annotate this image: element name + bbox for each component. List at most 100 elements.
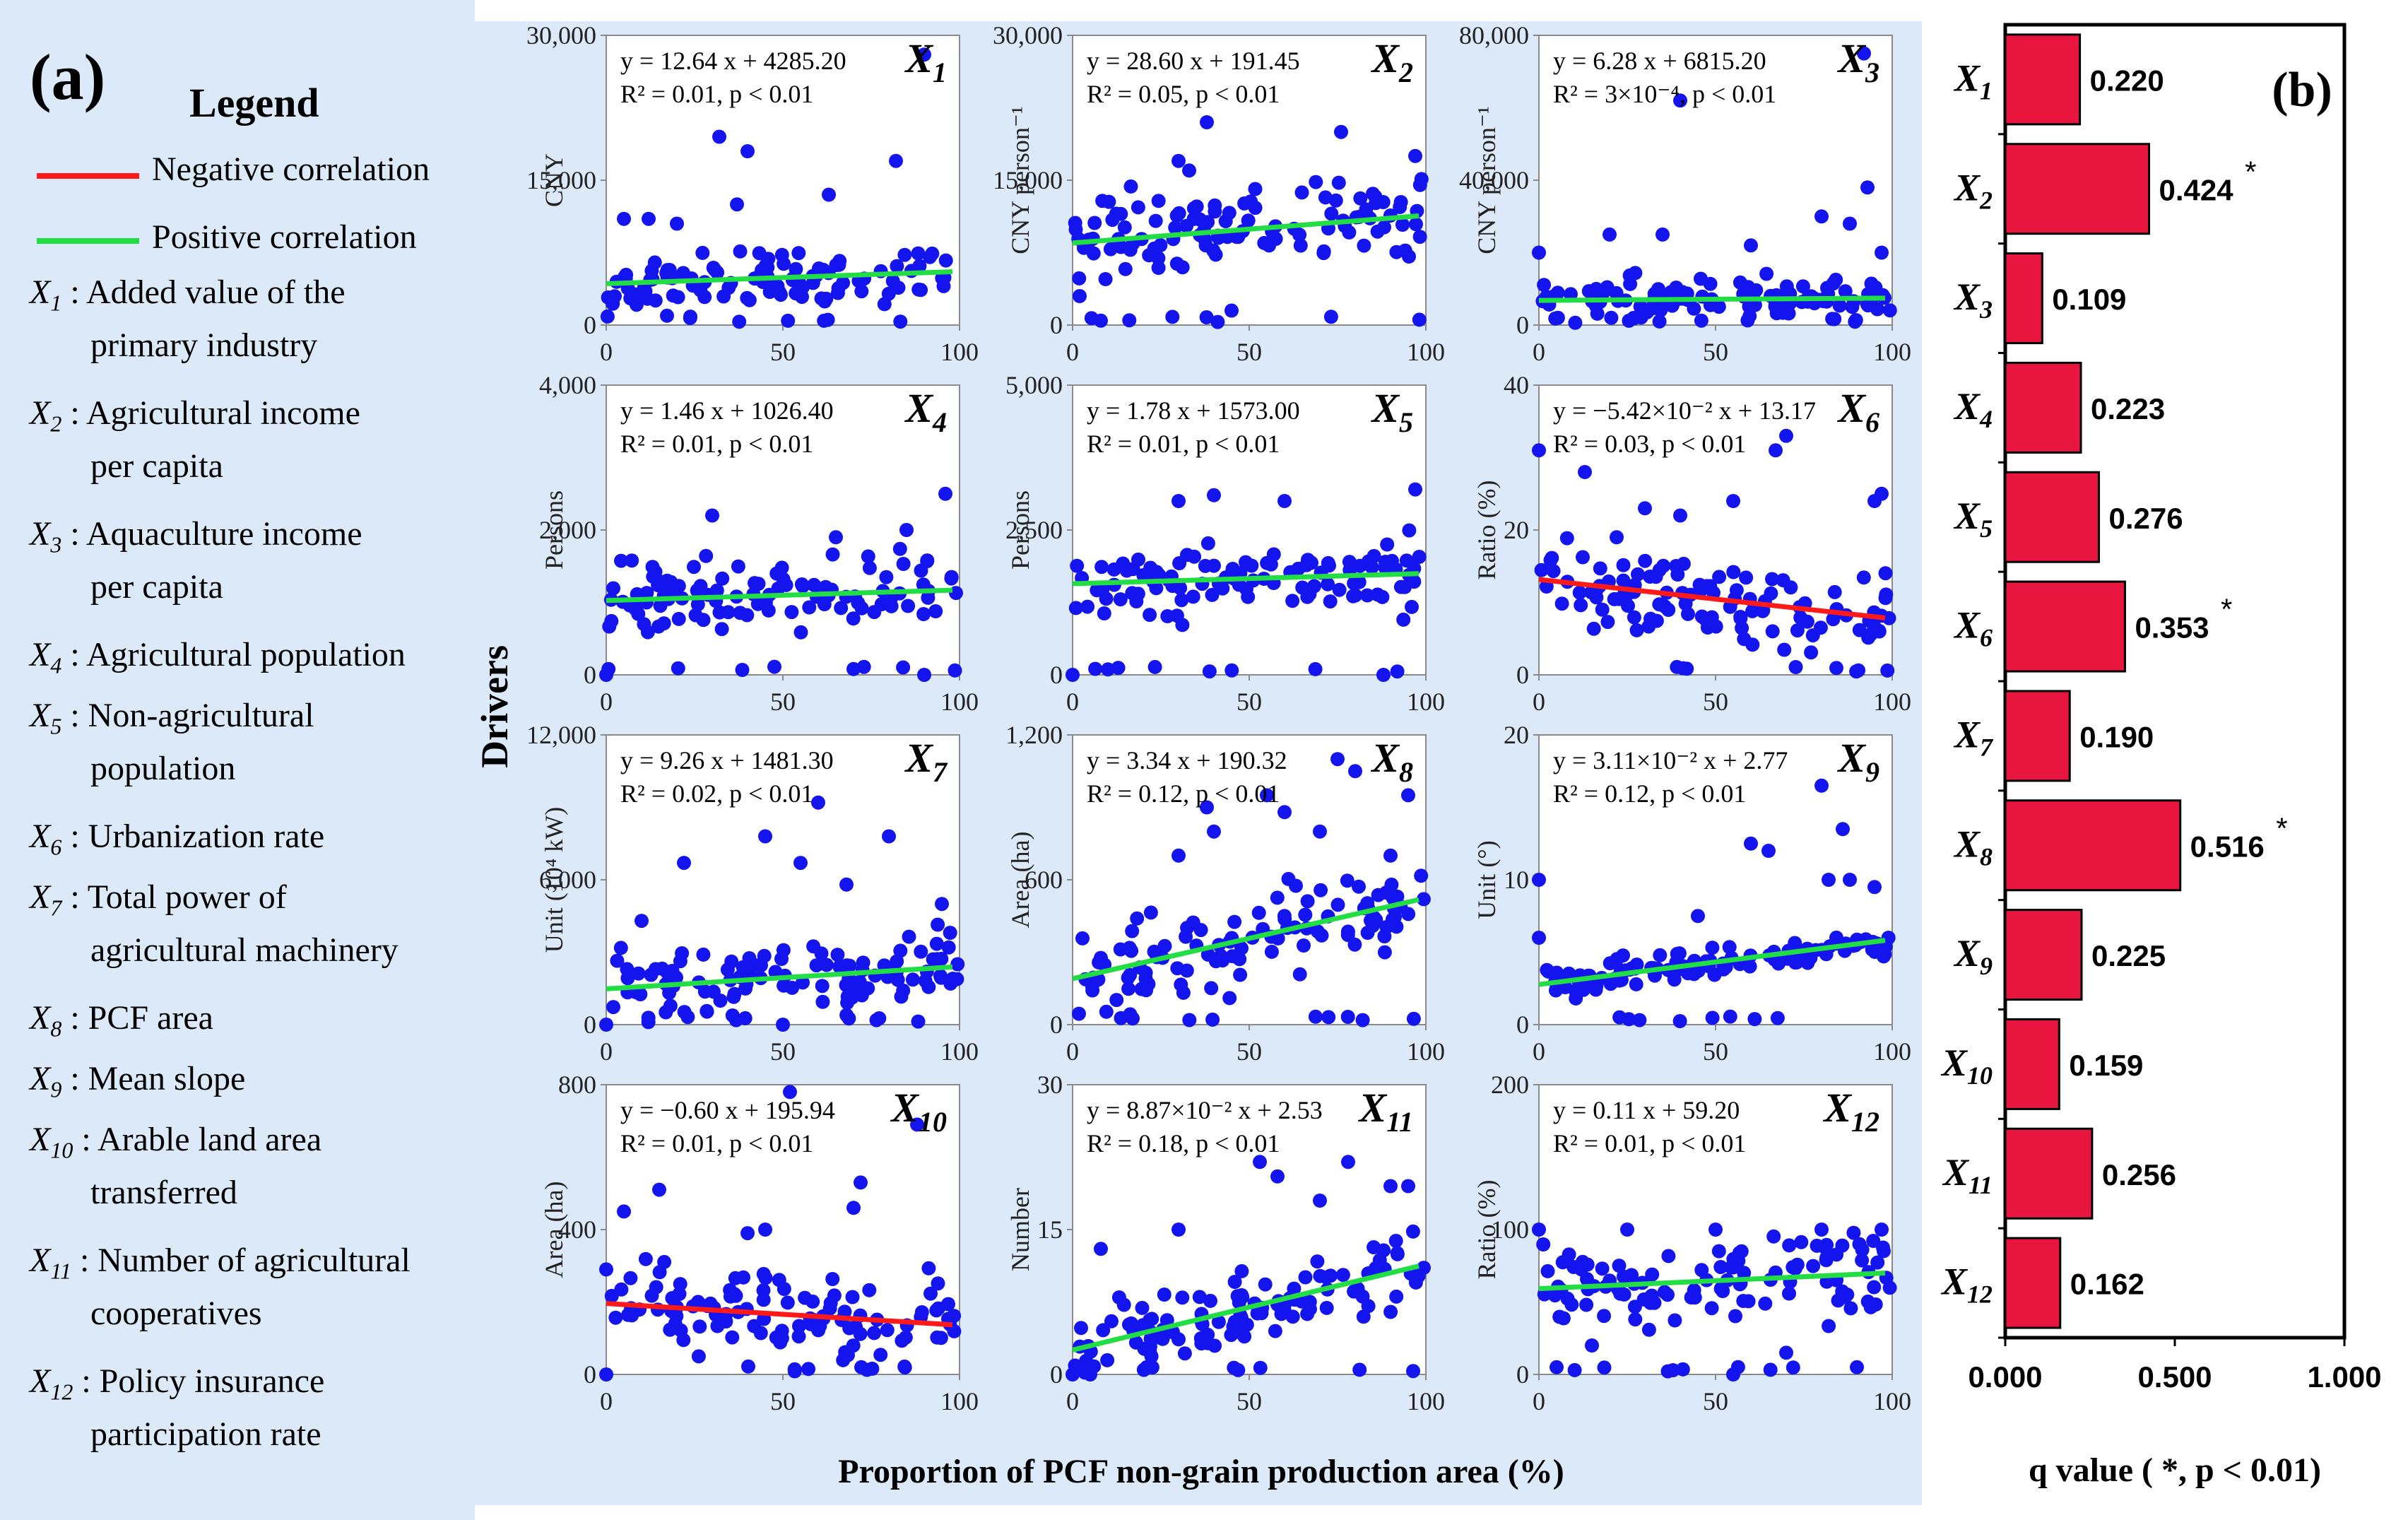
data-point — [1870, 1255, 1885, 1270]
x-tick-label: 0 — [600, 1387, 613, 1415]
bar-value-label: 0.223 — [2091, 392, 2165, 425]
bar-x2 — [2004, 143, 2151, 235]
data-point — [1066, 1367, 1080, 1381]
data-point — [929, 936, 944, 951]
bar-value-label: 0.256 — [2102, 1158, 2176, 1191]
x-tick-label: 100 — [1873, 688, 1911, 716]
data-point — [633, 987, 648, 1001]
data-point — [1371, 888, 1386, 902]
driver-text: : Arable land area — [73, 1121, 322, 1158]
data-point — [1661, 1249, 1676, 1263]
trend-line — [1072, 1263, 1420, 1353]
data-point — [834, 601, 849, 615]
driver-text: : Added value of the — [61, 273, 346, 311]
data-point — [1687, 1290, 1702, 1305]
data-point — [881, 286, 896, 301]
data-point — [1334, 124, 1348, 139]
data-point — [1198, 238, 1213, 253]
y-tick-label: 0 — [584, 661, 596, 689]
data-point — [1300, 894, 1315, 909]
x-tick-label: 50 — [770, 1387, 796, 1415]
regression-equation: y = −0.60 x + 195.94 — [620, 1096, 835, 1124]
data-point — [1806, 1259, 1821, 1273]
data-point — [1612, 1259, 1627, 1273]
data-point — [1155, 1331, 1170, 1346]
data-point — [1882, 611, 1896, 625]
x-tick-label: 0 — [1066, 338, 1079, 366]
x-tick-label: 50 — [770, 338, 796, 366]
x-tick-label: 100 — [1873, 338, 1911, 366]
data-point — [1200, 1336, 1215, 1350]
data-point — [1826, 276, 1841, 290]
data-point — [1552, 1309, 1567, 1324]
data-point — [1289, 878, 1303, 893]
scatter-panel-x8: 0 600 1,200 0 50 100 Area (ha) y = 3.34 x + 190… — [1005, 721, 1445, 1066]
data-point — [911, 282, 926, 297]
data-point — [941, 1297, 955, 1312]
data-point — [1323, 1268, 1338, 1283]
data-point — [1612, 1010, 1627, 1025]
data-point — [1368, 189, 1383, 204]
data-point — [1248, 182, 1263, 196]
data-point — [700, 1004, 714, 1019]
data-point — [663, 998, 678, 1013]
data-point — [652, 1182, 666, 1197]
data-point — [798, 1290, 813, 1305]
driver-key: X12 — [30, 1362, 73, 1405]
x-tick-label: 100 — [1873, 1037, 1911, 1066]
driver-text: : Number of agricultural — [71, 1242, 411, 1279]
data-point — [1136, 567, 1151, 582]
positive-legend-label: Positive correlation — [152, 218, 417, 256]
significance-star: * — [2221, 593, 2232, 626]
data-point — [1175, 1290, 1190, 1305]
data-point — [1849, 664, 1864, 679]
data-point — [741, 1359, 755, 1374]
data-point — [1251, 905, 1266, 920]
data-point — [1396, 612, 1411, 627]
data-point — [1210, 314, 1225, 329]
data-point — [1877, 1244, 1891, 1259]
data-point — [1786, 1360, 1800, 1375]
data-point — [1597, 1309, 1612, 1324]
data-point — [1536, 1237, 1551, 1251]
x-tick-label: 0 — [600, 1037, 613, 1066]
data-point — [1835, 1284, 1850, 1299]
data-point — [1600, 615, 1615, 630]
data-point — [1776, 305, 1790, 320]
driver-key: X7 — [30, 878, 62, 921]
regression-r2: R² = 0.02, p < 0.01 — [620, 779, 813, 808]
data-point — [854, 1360, 868, 1374]
data-point — [1631, 567, 1645, 582]
data-point — [623, 1271, 638, 1285]
data-point — [1705, 941, 1720, 955]
data-point — [896, 660, 911, 675]
data-point — [1114, 1011, 1128, 1025]
data-point — [1692, 577, 1707, 592]
data-point — [1393, 579, 1408, 594]
data-point — [1694, 1263, 1709, 1278]
data-point — [1383, 848, 1398, 863]
y-tick-label: 2,000 — [539, 516, 596, 544]
x-tick-label: 50 — [1703, 1387, 1728, 1415]
bar-x-tick-label: 0.500 — [2137, 1360, 2212, 1394]
data-point — [1669, 559, 1684, 573]
data-point — [911, 246, 926, 261]
data-point — [783, 1085, 797, 1100]
data-point — [910, 1117, 924, 1132]
data-point — [1568, 315, 1583, 330]
data-point — [1827, 584, 1842, 599]
panel-name: X1 — [904, 35, 947, 88]
x-tick-label: 0 — [1066, 1387, 1079, 1415]
data-point — [1795, 279, 1810, 294]
data-point — [1638, 501, 1652, 516]
data-point — [1193, 923, 1208, 938]
scatter-panel-x4: 0 2,000 4,000 0 50 100 Persons y = 1.46 x + 102… — [539, 371, 979, 716]
data-point — [1192, 1290, 1207, 1304]
data-point — [931, 917, 945, 932]
significance-star: * — [2276, 811, 2287, 844]
data-point — [1147, 659, 1162, 674]
data-point — [902, 929, 916, 944]
data-point — [1111, 1290, 1126, 1304]
data-point — [1681, 606, 1695, 621]
y-tick-label: 0 — [1050, 311, 1063, 339]
